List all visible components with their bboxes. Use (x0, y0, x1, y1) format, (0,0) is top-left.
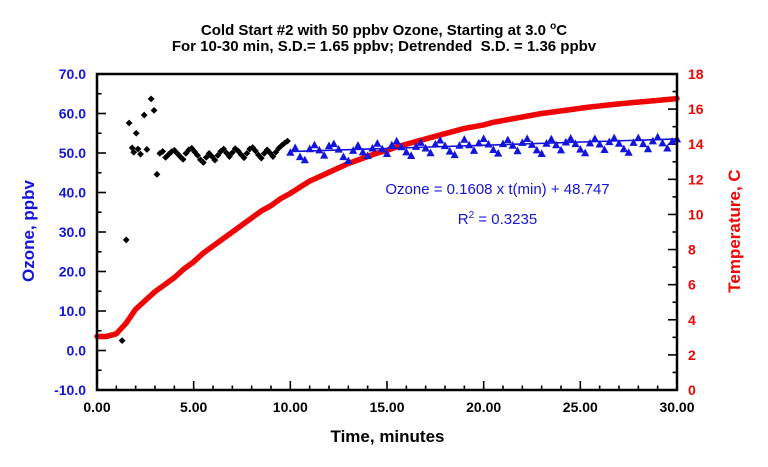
svg-text:40.0: 40.0 (59, 185, 86, 201)
chart-title-text: Cold Start #2 with 50 ppbv Ozone, Starti… (200, 22, 551, 39)
svg-text:16: 16 (688, 101, 704, 117)
svg-text:14: 14 (688, 136, 704, 152)
chart-subtitle: For 10-30 min, S.D.= 1.65 ppbv; Detrende… (171, 38, 597, 55)
degree-superscript: o (550, 21, 557, 32)
svg-text:2: 2 (688, 347, 696, 363)
svg-text:60.0: 60.0 (59, 106, 86, 122)
x-axis-title: Time, minutes (330, 427, 445, 446)
svg-text:0: 0 (688, 382, 696, 398)
regression-annotation: Ozone = 0.1608 x t(min) + 48.747 R2 = 0.… (325, 177, 670, 233)
svg-text:0.00: 0.00 (83, 399, 110, 415)
svg-text:20.00: 20.00 (466, 399, 501, 415)
regression-r-squared: R2 = 0.3235 (457, 210, 538, 228)
svg-text:8: 8 (688, 242, 696, 258)
svg-text:4: 4 (688, 312, 696, 328)
svg-text:10: 10 (688, 206, 704, 222)
svg-text:30.0: 30.0 (59, 224, 86, 240)
svg-text:5.00: 5.00 (180, 399, 207, 415)
svg-text:12: 12 (688, 171, 704, 187)
regression-equation: Ozone = 0.1608 x t(min) + 48.747 (385, 181, 610, 198)
svg-text:25.00: 25.00 (563, 399, 598, 415)
svg-text:0.0: 0.0 (67, 343, 87, 359)
svg-text:15.00: 15.00 (369, 399, 404, 415)
svg-text:50.0: 50.0 (59, 145, 86, 161)
svg-text:10.0: 10.0 (59, 303, 86, 319)
svg-text:6: 6 (688, 277, 696, 293)
svg-text:70.0: 70.0 (59, 66, 86, 82)
svg-text:20.0: 20.0 (59, 264, 86, 280)
svg-text:-10.0: -10.0 (54, 382, 86, 398)
chart-title-unit: C (556, 22, 568, 39)
chart-title: Cold Start #2 with 50 ppbv Ozone, Starti… (0, 16, 768, 41)
svg-text:10.00: 10.00 (273, 399, 308, 415)
left-axis-title: Ozone, ppbv (19, 180, 38, 282)
svg-text:30.00: 30.00 (659, 399, 694, 415)
svg-text:18: 18 (688, 66, 704, 82)
right-axis-title: Temperature, C (725, 169, 744, 293)
